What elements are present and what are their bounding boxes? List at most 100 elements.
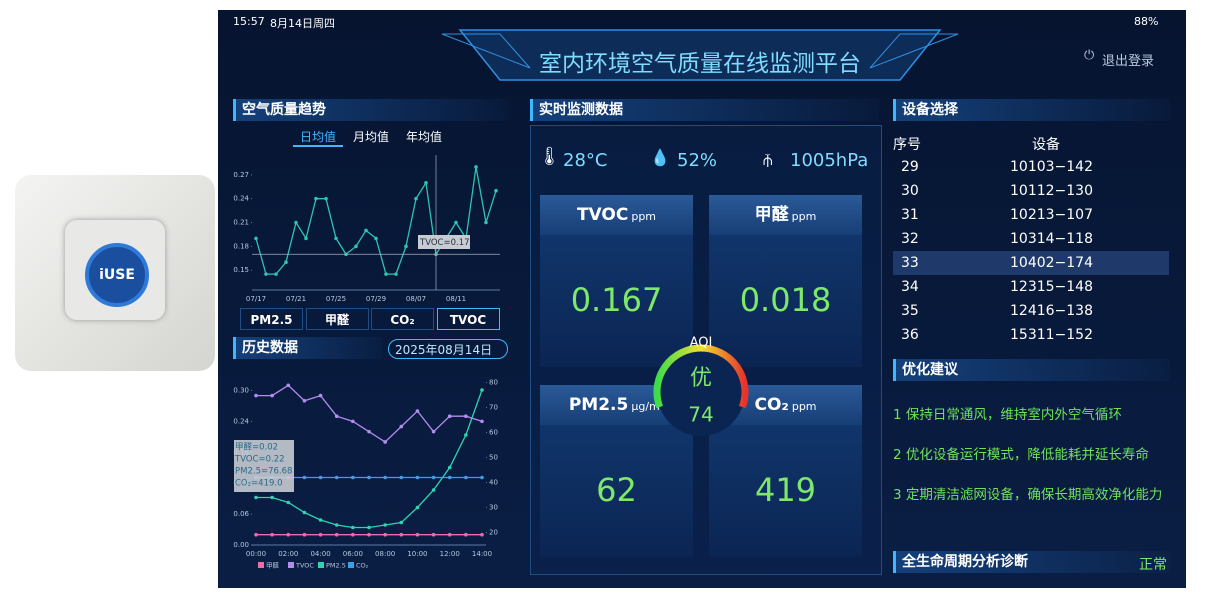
section-title: 实时监测数据 (530, 99, 879, 121)
y2-tick-label: 30 (489, 504, 498, 512)
card-header: TVOC ppm (540, 195, 693, 235)
x-tick-label: 07/25 (326, 295, 346, 303)
data-point (404, 244, 408, 249)
data-point (384, 272, 388, 276)
data-point (304, 236, 308, 241)
date-picker[interactable]: 2025年08月14日 (388, 339, 508, 359)
humidity: 52% (677, 150, 718, 171)
device-row[interactable]: 33 10402−174 (893, 251, 1169, 275)
section-title: 空气质量趋势 (233, 99, 508, 121)
period-tab[interactable]: 年均值 (405, 130, 442, 144)
data-point (264, 272, 268, 276)
device-index: 33 (901, 255, 919, 271)
data-line (255, 166, 497, 275)
data-point (351, 525, 355, 530)
device-row[interactable]: 36 15311−152 (893, 323, 1169, 347)
data-point (454, 220, 458, 225)
data-point (480, 388, 484, 392)
device-row[interactable]: 35 12416−138 (893, 299, 1169, 323)
data-point (424, 180, 428, 185)
column-header: 序号 (893, 137, 921, 153)
period-tab[interactable]: 日均值 (293, 128, 343, 147)
pollutant-tab[interactable]: 甲醛 (305, 308, 369, 330)
data-point (294, 220, 298, 225)
y2-tick-label: 20 (489, 529, 498, 537)
x-tick-label: 07/29 (366, 295, 386, 303)
data-point (302, 510, 307, 515)
data-point (464, 475, 468, 480)
data-point (399, 532, 404, 537)
data-point (270, 495, 274, 500)
data-point (383, 532, 387, 537)
page-title: 室内环境空气质量在线监测平台 (539, 51, 861, 77)
device-id: 12315−148 (1010, 279, 1093, 295)
device-row[interactable]: 29 10103−142 (893, 155, 1169, 179)
device-row[interactable]: 30 10112−130 (893, 179, 1169, 203)
section-title: 全生命周期分析诊断 (893, 551, 1170, 573)
data-point (367, 532, 371, 537)
data-point (254, 236, 258, 241)
trend-chart: 0.15 0.18 0.21 0.24 0.27 07/17 07/21 07/25 07/29… (233, 155, 500, 303)
section-title: 优化建议 (893, 359, 1170, 381)
data-point (480, 532, 484, 537)
status-date: 8月14日周四 (270, 17, 335, 30)
data-point (374, 236, 378, 241)
y2-tick-label: 70 (489, 404, 498, 412)
data-point (318, 518, 323, 522)
data-point (474, 165, 478, 169)
tooltip-line: TVOC=0.22 (234, 455, 285, 465)
header-frame (441, 29, 959, 81)
logout-button[interactable]: 退出登录 (1102, 54, 1155, 69)
history-chart: 0.000.060.120.180.240.302030405060708000… (233, 379, 498, 570)
device-row[interactable]: 34 12315−148 (893, 275, 1169, 299)
device-index: 34 (901, 279, 919, 295)
legend-label: 甲醛 (266, 561, 280, 570)
data-point (254, 495, 258, 500)
device-index: 35 (901, 303, 919, 319)
y-tick-label: 0.30 (233, 386, 249, 394)
metric-card: TVOC ppm 0.167 (540, 195, 693, 367)
data-point (399, 520, 404, 525)
device-row[interactable]: 31 10213−107 (893, 203, 1169, 227)
advice-item: 3 定期清洁滤网设备，确保长期高效净化能力 (893, 487, 1163, 503)
data-point (334, 475, 339, 480)
data-point (302, 475, 307, 480)
pollutant-tab[interactable]: CO₂ (371, 308, 434, 330)
data-point (270, 532, 274, 537)
data-point (464, 433, 468, 437)
x-tick-label: 12:00 (440, 550, 460, 558)
data-point (334, 414, 339, 419)
pollutant-tab[interactable]: PM2.5 (240, 308, 303, 330)
card-value: 0.167 (570, 281, 663, 319)
data-point (286, 383, 291, 388)
y-tick-label: 0.06 (233, 510, 249, 518)
data-point (383, 440, 387, 444)
pressure: 1005hPa (790, 150, 869, 171)
temp-icon: 🌡 (538, 146, 561, 167)
pollutant-tab[interactable]: TVOC (436, 308, 500, 330)
y-tick-label: 0.18 (233, 242, 249, 250)
data-point (415, 475, 420, 480)
advice-item: 2 优化设备运行模式，降低能耗并延长寿命 (893, 447, 1149, 463)
gauge-bg (657, 348, 745, 436)
device-row[interactable]: 32 10314−118 (893, 227, 1169, 251)
data-point (351, 419, 355, 424)
legend-label: TVOC (295, 562, 314, 570)
x-tick-label: 04:00 (310, 550, 330, 558)
section-title: 设备选择 (893, 99, 1170, 121)
device-index: 31 (901, 207, 919, 223)
data-point (351, 475, 355, 480)
device-photo: iUSE (15, 175, 215, 371)
y-tick-label: 0.24 (233, 417, 249, 425)
data-point (286, 500, 291, 505)
x-tick-label: 07/21 (286, 295, 306, 303)
logout-icon[interactable]: ⏻ (1084, 48, 1095, 63)
y-tick-label: 0.24 (233, 195, 249, 203)
data-point (494, 188, 498, 193)
card-name: 甲醛 (754, 205, 789, 225)
data-point (415, 409, 420, 413)
data-point (318, 532, 323, 537)
period-tab[interactable]: 月均值 (352, 130, 389, 144)
data-point (464, 414, 468, 419)
x-tick-label: 06:00 (343, 550, 363, 558)
